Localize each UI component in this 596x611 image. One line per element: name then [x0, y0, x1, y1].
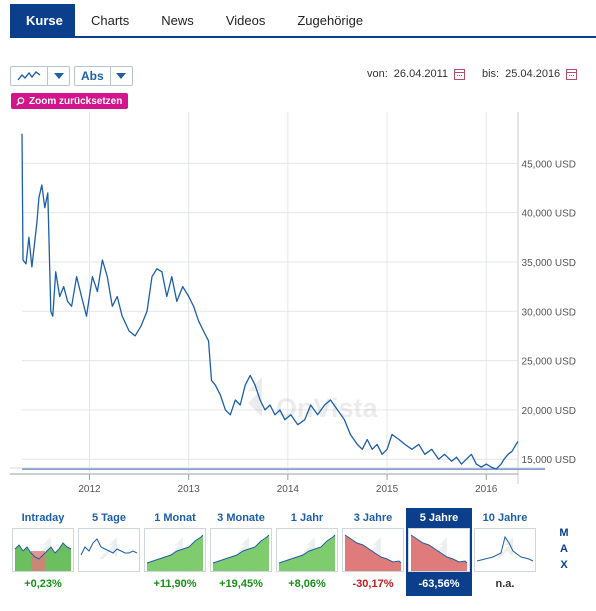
range-tile-change [76, 572, 142, 596]
x-tick-label: 2015 [376, 484, 399, 495]
y-tick-label: 25,000 USD [522, 357, 576, 368]
magnifier-icon [16, 96, 25, 106]
tab-videos[interactable]: Videos [225, 13, 266, 28]
tab-kurse[interactable]: Kurse [10, 4, 75, 36]
date-to-value[interactable]: 25.04.2016 [505, 68, 561, 80]
range-tile-sparkline [276, 528, 338, 572]
range-tile-label: Intraday [21, 512, 65, 524]
range-tile-sparkline [474, 528, 536, 572]
max-letter: X [560, 559, 568, 571]
range-tile-label: 1 Monat [154, 512, 196, 524]
chart-grid [10, 112, 545, 484]
chart-toolbar: Abs [10, 66, 133, 86]
range-tile-1-jahr[interactable]: 1 Jahr +8,06% [274, 508, 340, 596]
range-tile-change: +19,45% [219, 578, 263, 590]
range-tile-3-jahre[interactable]: 3 Jahre -30,17% [340, 508, 406, 596]
watermark-text: OnVista [276, 393, 379, 423]
y-tick-label: 20,000 USD [522, 406, 576, 417]
tab-zugehoerige[interactable]: Zugehörige [297, 13, 364, 28]
max-letter: A [560, 543, 568, 555]
price-series-line [21, 133, 519, 470]
x-tick-label: 2013 [178, 484, 201, 495]
scale-label: Abs [81, 69, 104, 83]
range-tile-1-monat[interactable]: 1 Monat +11,90% [142, 508, 208, 596]
range-tile-label: 3 Jahre [353, 512, 393, 524]
chevron-down-icon [47, 67, 69, 85]
range-tile-change: n.a. [495, 578, 515, 590]
chevron-down-icon [109, 67, 132, 85]
tab-charts[interactable]: Charts [91, 13, 130, 28]
range-tile-change: -30,17% [352, 578, 394, 590]
chart-type-dropdown[interactable] [10, 66, 70, 86]
calendar-icon[interactable] [454, 68, 466, 80]
range-tile-label: 1 Jahr [290, 512, 324, 524]
x-tick-label: 2012 [78, 484, 101, 495]
range-tile-intraday[interactable]: Intraday +0,23% [10, 508, 76, 596]
y-tick-label: 30,000 USD [522, 307, 576, 318]
zoom-reset-label: Zoom zurücksetzen [29, 95, 123, 107]
y-tick-label: 15,000 USD [522, 455, 576, 466]
y-tick-label: 45,000 USD [522, 159, 576, 170]
range-tile-label: 3 Monate [217, 512, 265, 524]
range-tile-10-jahre[interactable]: 10 Jahre n.a. [472, 508, 538, 596]
range-tile-sparkline [408, 528, 470, 572]
date-from-label: von: [367, 68, 388, 80]
range-tile-change: -63,56% [418, 578, 460, 590]
scale-dropdown[interactable]: Abs [74, 66, 133, 86]
date-from-value[interactable]: 26.04.2011 [393, 68, 449, 80]
watermark-logo: OnVista [210, 377, 379, 441]
range-tile-label: 5 Tage [91, 512, 127, 524]
zoom-reset-button[interactable]: Zoom zurücksetzen [11, 93, 129, 109]
x-tick-label: 2016 [475, 484, 498, 495]
range-tile-label: 5 Jahre [419, 512, 459, 524]
max-letter: M [559, 527, 569, 539]
range-tile-change: +0,23% [24, 578, 62, 590]
range-tile-change: +11,90% [153, 578, 197, 590]
range-tile-5-jahre[interactable]: 5 Jahre -63,56% [406, 508, 472, 596]
date-from: von: 26.04.2011 [367, 68, 466, 80]
range-tile-change: +8,06% [288, 578, 326, 590]
y-tick-label: 35,000 USD [522, 258, 576, 269]
range-tile-sparkline [144, 528, 206, 572]
date-to-label: bis: [482, 68, 500, 80]
range-tile-sparkline [210, 528, 272, 572]
date-to: bis: 25.04.2016 [482, 68, 578, 80]
y-tick-label: 40,000 USD [522, 209, 576, 220]
range-tile-sparkline [342, 528, 404, 572]
price-chart[interactable]: OnVista 45,000 USD 40,000 USD 35,000 USD 30… [0, 112, 596, 496]
range-tile-5-tage[interactable]: 5 Tage [76, 508, 142, 596]
range-tile-3-monate[interactable]: 3 Monate +19,45% [208, 508, 274, 596]
x-tick-label: 2014 [277, 484, 300, 495]
range-selector: Intraday +0,23% 5 Tage 1 Monat +11,90% 3 Mona… [10, 508, 538, 596]
tab-bar: Kurse Charts News Videos Zugehörige [10, 4, 596, 38]
max-range-button[interactable]: M A X [558, 525, 570, 573]
range-tile-sparkline [78, 528, 140, 572]
range-tile-sparkline [12, 528, 74, 572]
range-tile-label: 10 Jahre [482, 512, 528, 524]
calendar-icon[interactable] [566, 68, 578, 80]
line-chart-icon [11, 67, 47, 85]
tab-news[interactable]: News [161, 13, 194, 28]
